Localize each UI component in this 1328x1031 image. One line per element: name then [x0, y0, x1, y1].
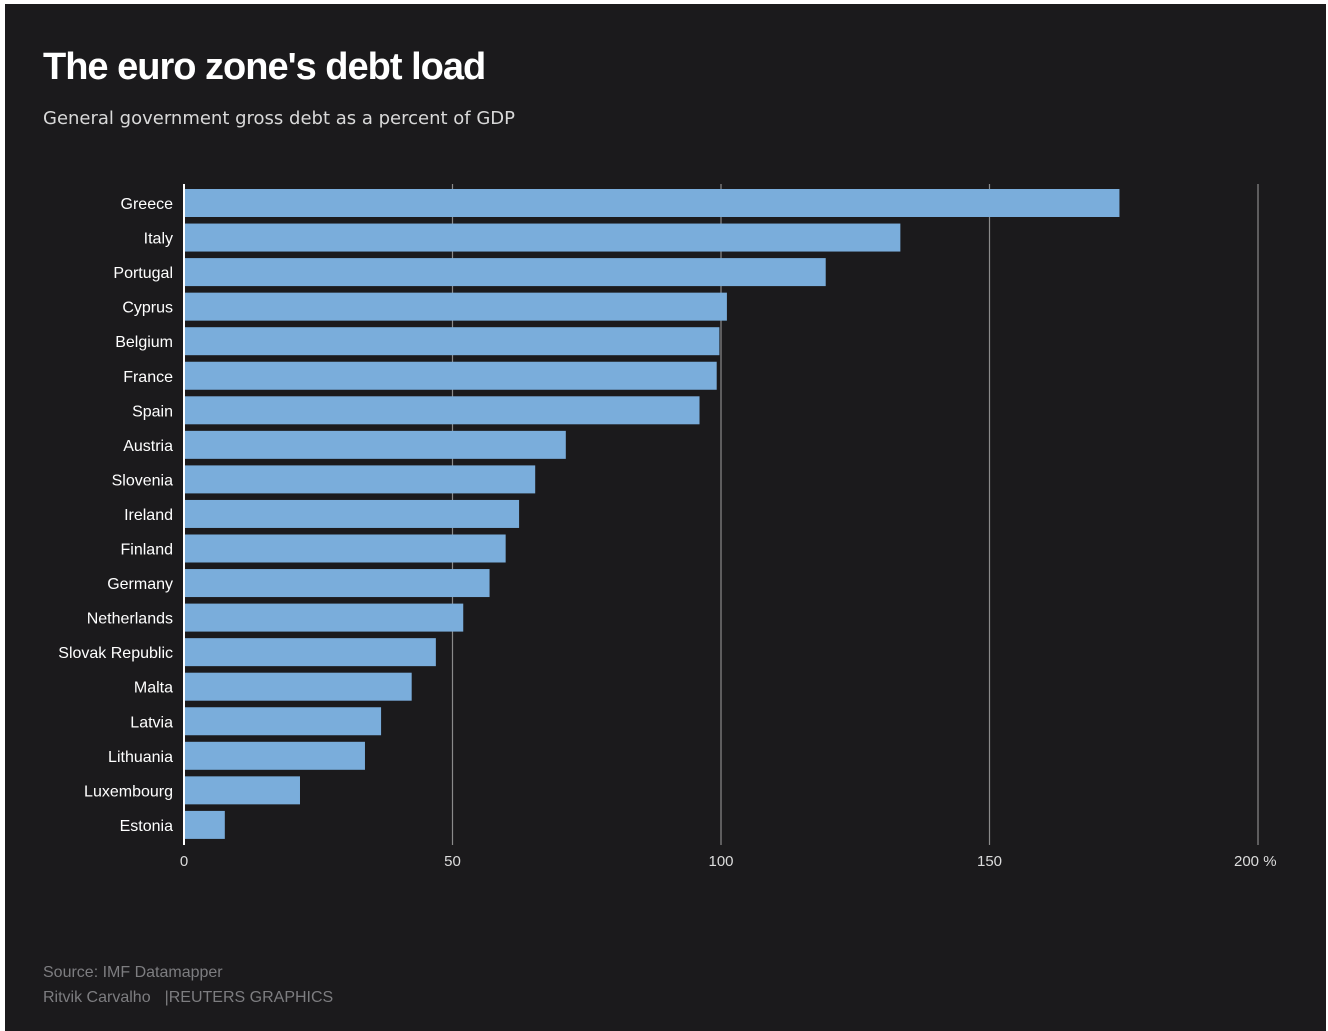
category-label: Austria	[123, 438, 173, 455]
category-label: Greece	[121, 196, 174, 213]
category-label: Slovenia	[112, 472, 173, 489]
chart-subtitle: General government gross debt as a perce…	[43, 108, 516, 129]
category-label: Portugal	[113, 265, 173, 282]
bar	[184, 534, 506, 563]
bar	[184, 741, 365, 770]
category-label: Malta	[134, 680, 173, 697]
category-label: Ireland	[124, 507, 173, 524]
tick-label: 0	[180, 853, 188, 870]
tick-label: 50	[444, 853, 461, 870]
source-note: Source: IMF Datamapper	[43, 964, 223, 981]
category-label: Spain	[132, 403, 173, 420]
category-label: Lithuania	[108, 749, 173, 766]
category-label: Germany	[107, 576, 173, 593]
category-label: Netherlands	[87, 611, 173, 628]
bar	[184, 672, 412, 701]
category-label: Cyprus	[122, 300, 173, 317]
author-name: Ritvik Carvalho	[43, 989, 151, 1006]
tick-label: 200 %	[1234, 853, 1277, 870]
bar	[184, 361, 717, 390]
category-label: Latvia	[130, 714, 173, 731]
credit-line: Ritvik Carvalho |REUTERS GRAPHICS	[43, 989, 333, 1007]
category-label: Finland	[121, 542, 173, 559]
bar	[184, 569, 490, 598]
bar	[184, 638, 436, 667]
tick-label: 100	[708, 853, 733, 870]
bar	[184, 707, 382, 736]
bar	[184, 776, 300, 805]
bar	[184, 465, 536, 494]
category-label: Luxembourg	[84, 783, 173, 800]
category-label: Estonia	[120, 818, 173, 835]
bar	[184, 499, 520, 528]
tick-label: 150	[977, 853, 1002, 870]
bar	[184, 258, 826, 287]
bar	[184, 223, 901, 252]
brand-name: REUTERS GRAPHICS	[168, 989, 334, 1006]
bar	[184, 430, 566, 459]
credit-separator: |	[164, 989, 169, 1006]
bar	[184, 603, 464, 632]
bar	[184, 292, 727, 321]
category-label: Slovak Republic	[58, 645, 173, 662]
category-label: Italy	[144, 231, 173, 248]
chart-title: The euro zone's debt load	[43, 46, 486, 88]
bar	[184, 810, 225, 839]
bar	[184, 189, 1120, 217]
bar	[184, 327, 720, 356]
bar	[184, 396, 700, 425]
category-label: France	[123, 369, 173, 386]
category-label: Belgium	[115, 334, 173, 351]
